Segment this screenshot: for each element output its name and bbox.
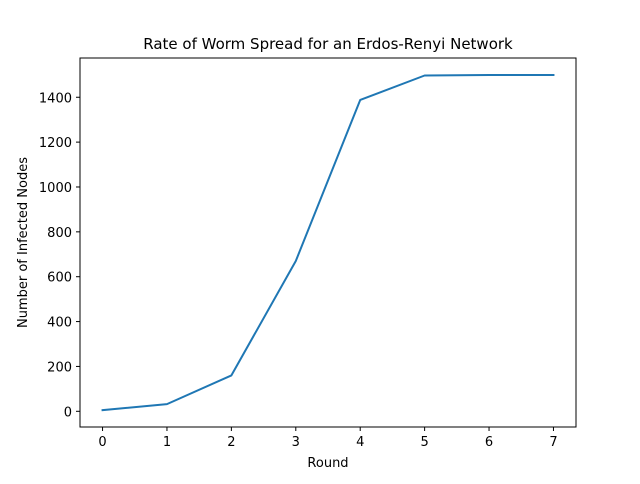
x-tick-label: 0 (98, 435, 106, 450)
y-tick-label: 1400 (39, 91, 72, 106)
x-tick-label: 4 (356, 435, 364, 450)
x-tick-label: 3 (292, 435, 300, 450)
y-tick-label: 400 (47, 316, 72, 331)
axes-frame (79, 57, 577, 428)
y-tick-label: 0 (64, 405, 72, 420)
x-axis-label: Round (307, 456, 348, 471)
y-tick-label: 800 (47, 226, 72, 241)
x-tick-label: 2 (227, 435, 235, 450)
plot-area (101, 74, 555, 412)
y-axis: 0 200 400 600 800 1000 1200 1400 (39, 91, 80, 420)
x-axis: 0 1 2 3 4 5 6 7 (98, 427, 558, 450)
y-tick-label: 1200 (39, 136, 72, 151)
y-tick-label: 1000 (39, 181, 72, 196)
y-tick-label: 600 (47, 271, 72, 286)
y-tick-label: 200 (47, 360, 72, 375)
x-tick-label: 5 (420, 435, 428, 450)
series-line-0 (101, 74, 555, 412)
x-tick-label: 6 (485, 435, 493, 450)
x-tick-label: 7 (549, 435, 557, 450)
y-axis-label: Number of Infected Nodes (16, 157, 31, 328)
x-tick-label: 1 (163, 435, 171, 450)
chart-title: Rate of Worm Spread for an Erdos-Renyi N… (143, 35, 513, 53)
